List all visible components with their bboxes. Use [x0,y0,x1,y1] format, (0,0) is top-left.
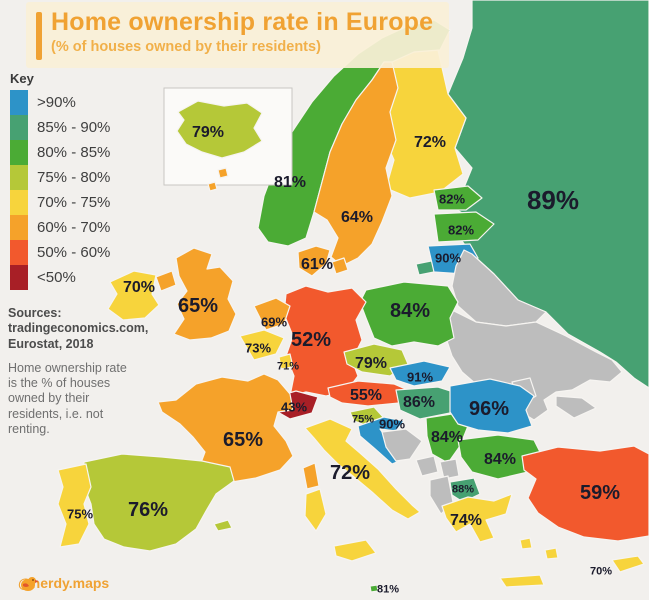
country-netherlands [253,297,291,331]
country-belgium [239,329,285,361]
key-item-0: >90% [10,90,110,115]
key-item-4: 70% - 75% [10,190,110,215]
nerdy-maps-logo-icon [21,577,38,591]
sources-heading: Sources: [8,306,62,320]
key-label: 75% - 80% [37,169,111,186]
key-swatch [10,265,28,290]
country-germany [283,285,367,397]
country-turkey [521,445,649,542]
key-label: 50% - 60% [37,244,111,261]
country-greece [441,493,559,588]
key-label: 85% - 90% [37,119,111,136]
sources-line2: Eurostat, 2018 [8,336,94,351]
legend-heading: Key [10,71,34,86]
country-poland [359,281,459,347]
key-item-2: 80% - 85% [10,140,110,165]
key-item-7: <50% [10,265,110,290]
legend: Key >90% 85% - 90% 80% - 85% 75% - 80% 70% -… [10,71,110,290]
page-subtitle: (% of houses owned by their residents) [51,39,321,55]
key-item-5: 60% - 70% [10,215,110,240]
country-cyprus [611,555,645,573]
country-italy [304,418,421,562]
title-accent-bar [36,12,42,60]
key-swatch [10,240,28,265]
key-swatch [10,165,28,190]
title-panel: Home ownership rate in Europe (% of hous… [26,2,450,68]
key-swatch [10,115,28,140]
country-latvia [433,211,495,243]
attribution: @nerdy.maps [18,575,109,591]
country-denmark [297,245,349,277]
key-label: 80% - 85% [37,144,111,161]
country-uk [155,247,237,341]
sources-note: Home ownership rate is the % of houses o… [8,360,127,436]
key-swatch [10,90,28,115]
key-swatch [10,215,28,240]
key-swatch [10,140,28,165]
country-slovakia [389,360,451,387]
key-item-3: 75% - 80% [10,165,110,190]
key-swatch [10,190,28,215]
key-label: 60% - 70% [37,219,111,236]
attribution-handle: @nerdy.maps [18,575,110,591]
country-malta [369,584,379,593]
key-item-6: 50% - 60% [10,240,110,265]
country-ireland [107,270,160,321]
key-label: 70% - 75% [37,194,111,211]
country-kosovo [439,458,460,480]
country-ukraine [445,309,623,421]
country-iceland [176,100,263,159]
key-label: >90% [37,94,76,111]
country-romania [449,378,535,434]
country-spain [83,453,235,552]
legend-items: >90% 85% - 90% 80% - 85% 75% - 80% 70% - 75%… [10,90,110,290]
sources-block: Sources: tradingeconomics.com, Eurostat,… [8,306,149,437]
country-estonia [433,185,483,211]
country-faroe-islands [207,167,229,192]
key-label: <50% [37,269,76,286]
country-luxembourg [278,353,294,370]
key-item-1: 85% - 90% [10,115,110,140]
sources-line1: tradingeconomics.com, [8,321,149,336]
country-montenegro [415,455,439,477]
country-france [157,373,320,490]
country-portugal [57,463,92,548]
country-bosnia [381,428,423,462]
page-title: Home ownership rate in Europe [51,8,434,36]
